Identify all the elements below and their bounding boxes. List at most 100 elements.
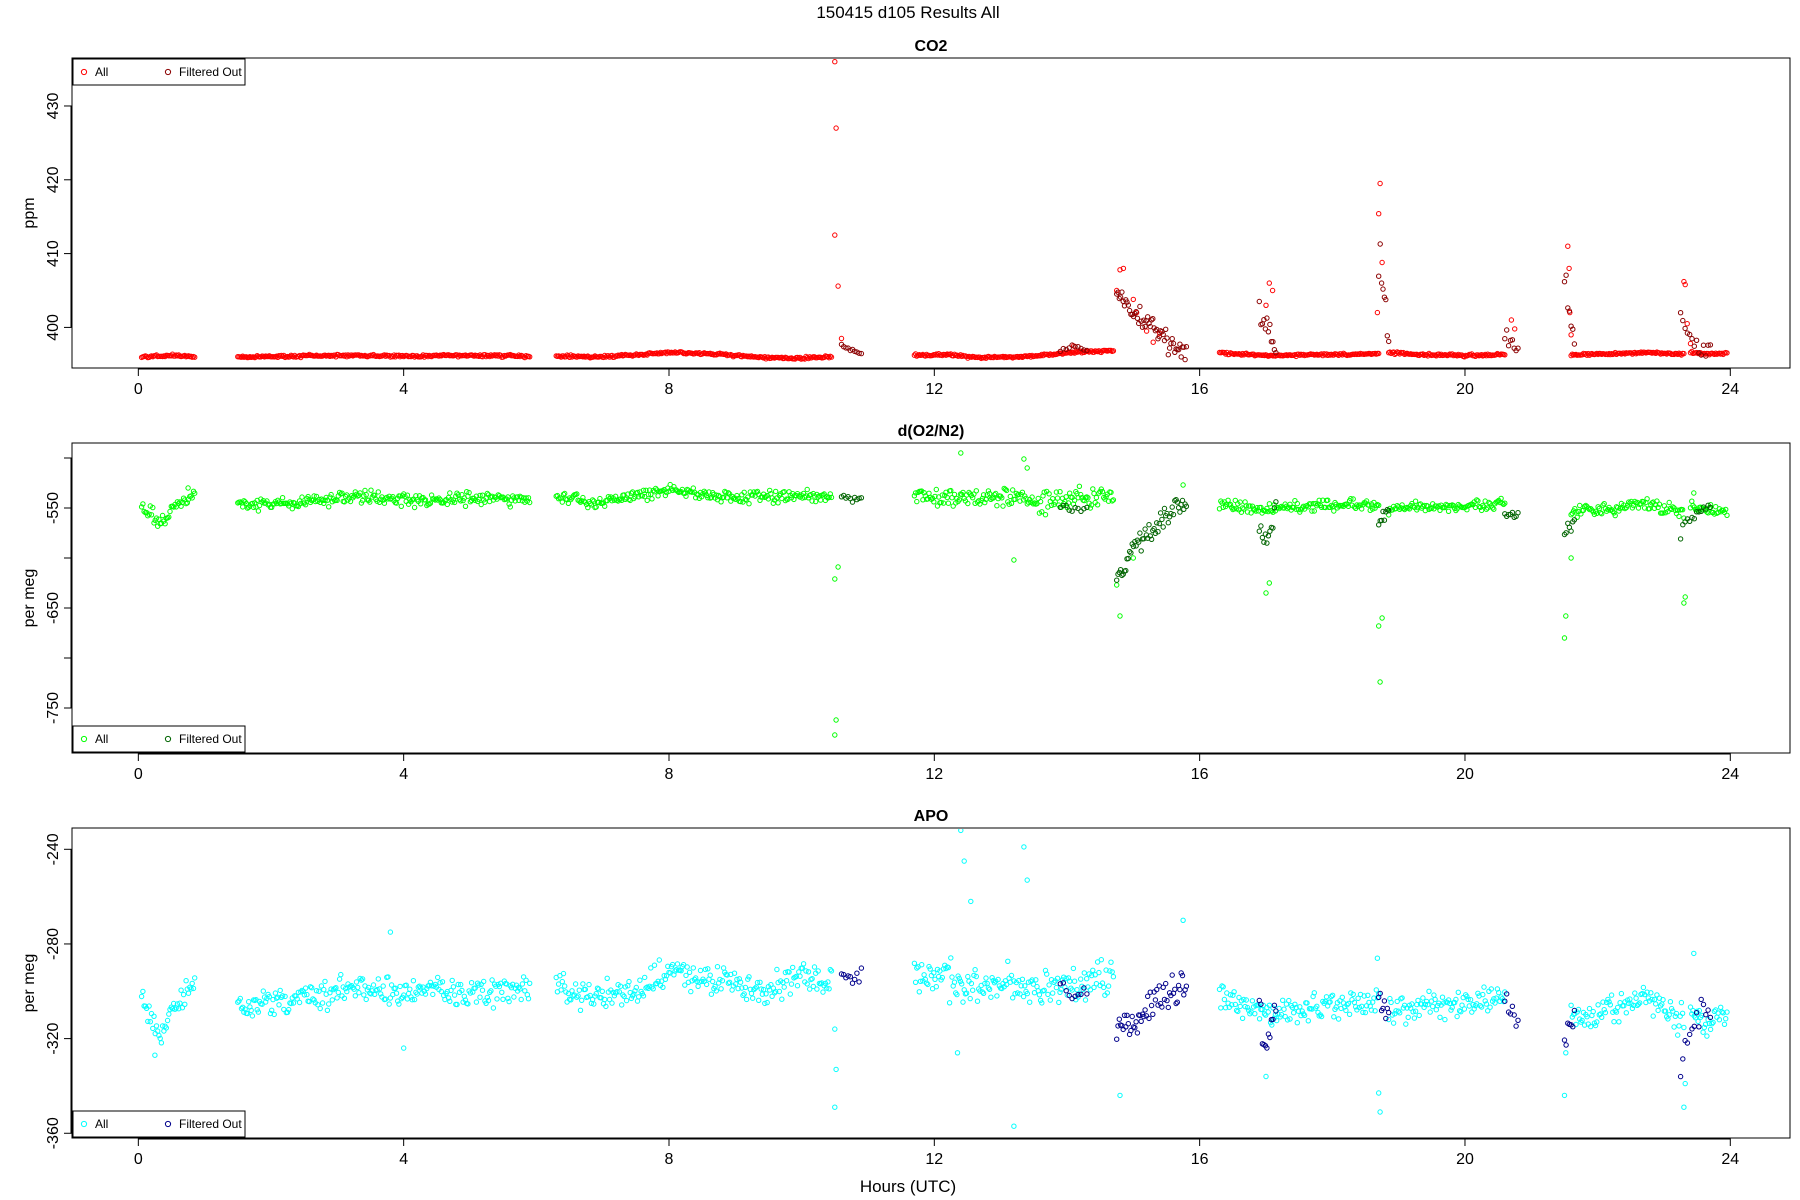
point-all <box>1244 509 1251 515</box>
point-all <box>1074 987 1080 993</box>
point-all <box>1266 501 1273 507</box>
point-all <box>1448 352 1454 358</box>
point-all <box>1618 990 1625 997</box>
point-all <box>401 992 407 998</box>
panel-title: d(O2/N2) <box>898 423 965 440</box>
point-all <box>931 499 937 505</box>
point-filtered <box>847 974 853 980</box>
point-all <box>1180 482 1186 488</box>
x-tick-label: 8 <box>665 1151 674 1168</box>
point-all <box>1231 506 1237 512</box>
point-all <box>1679 1010 1686 1016</box>
point-all <box>602 503 608 509</box>
point-all <box>1081 970 1088 976</box>
point-filtered <box>1150 1011 1156 1017</box>
point-all <box>713 988 719 994</box>
point-all <box>1480 991 1486 998</box>
point-all <box>1681 600 1687 606</box>
point-all <box>912 979 919 985</box>
point-all <box>574 354 580 360</box>
point-all <box>1406 506 1413 512</box>
point-all <box>1323 994 1330 1000</box>
point-all <box>1248 510 1254 516</box>
point-all <box>1376 502 1382 508</box>
point-all <box>1450 502 1457 509</box>
point-all <box>485 352 492 359</box>
point-all <box>835 283 841 289</box>
point-all <box>1042 512 1049 518</box>
point-filtered <box>1117 294 1124 300</box>
point-filtered <box>1267 1034 1273 1041</box>
point-filtered <box>1169 336 1175 342</box>
point-all <box>1670 1008 1676 1014</box>
point-all <box>642 974 648 981</box>
point-all <box>1053 489 1060 495</box>
point-all <box>1657 351 1664 357</box>
point-all <box>643 487 649 493</box>
point-all <box>1266 1002 1273 1008</box>
point-all <box>260 988 266 994</box>
point-all <box>1350 496 1356 502</box>
x-tick-label: 4 <box>399 1151 408 1168</box>
point-all <box>1293 1004 1299 1011</box>
point-all <box>425 353 431 360</box>
point-all <box>1331 508 1337 514</box>
point-all <box>1427 1009 1433 1015</box>
point-filtered <box>1563 272 1569 278</box>
point-all <box>510 981 516 987</box>
point-all <box>774 966 780 973</box>
point-all <box>1599 1014 1605 1020</box>
point-all <box>980 990 987 996</box>
point-all <box>662 349 669 355</box>
point-filtered <box>1270 339 1276 345</box>
point-all <box>1619 505 1626 511</box>
point-all <box>338 971 344 978</box>
point-filtered <box>1138 548 1144 554</box>
point-all <box>355 984 361 991</box>
point-filtered <box>1139 324 1146 330</box>
point-all <box>781 489 787 495</box>
point-all <box>1094 959 1101 965</box>
point-all <box>426 501 432 507</box>
point-filtered <box>1119 289 1125 295</box>
point-all <box>1269 1022 1275 1028</box>
point-all <box>289 506 295 512</box>
point-all <box>1331 1014 1337 1020</box>
point-filtered <box>1515 1017 1521 1023</box>
point-filtered <box>1262 326 1269 332</box>
point-all <box>982 980 988 987</box>
point-filtered <box>1515 345 1521 351</box>
point-all <box>1287 1016 1293 1022</box>
point-all <box>451 992 458 998</box>
point-filtered <box>1707 342 1714 348</box>
point-all <box>1478 1004 1485 1010</box>
point-filtered <box>1561 1037 1568 1043</box>
point-all <box>1076 483 1083 489</box>
point-all <box>437 496 443 503</box>
point-all <box>1373 502 1380 509</box>
point-all <box>972 967 978 973</box>
point-all <box>621 352 627 358</box>
point-all <box>1305 1018 1312 1024</box>
point-all <box>989 975 995 981</box>
point-all <box>925 981 931 988</box>
point-all <box>809 976 815 982</box>
point-all <box>1376 623 1382 629</box>
point-filtered <box>1142 526 1148 532</box>
point-all <box>1019 489 1026 495</box>
point-filtered <box>1146 320 1152 326</box>
point-all <box>674 961 681 967</box>
point-all <box>805 969 812 975</box>
point-filtered <box>854 970 860 976</box>
point-filtered <box>1119 572 1125 579</box>
point-all <box>302 502 309 508</box>
point-filtered <box>1271 347 1278 353</box>
point-all <box>767 487 773 494</box>
point-all <box>1253 508 1259 514</box>
point-filtered <box>858 495 865 501</box>
point-filtered <box>1066 992 1072 999</box>
point-all <box>189 980 195 987</box>
point-all <box>1022 983 1028 989</box>
point-all <box>649 496 655 502</box>
point-filtered <box>1130 543 1137 550</box>
